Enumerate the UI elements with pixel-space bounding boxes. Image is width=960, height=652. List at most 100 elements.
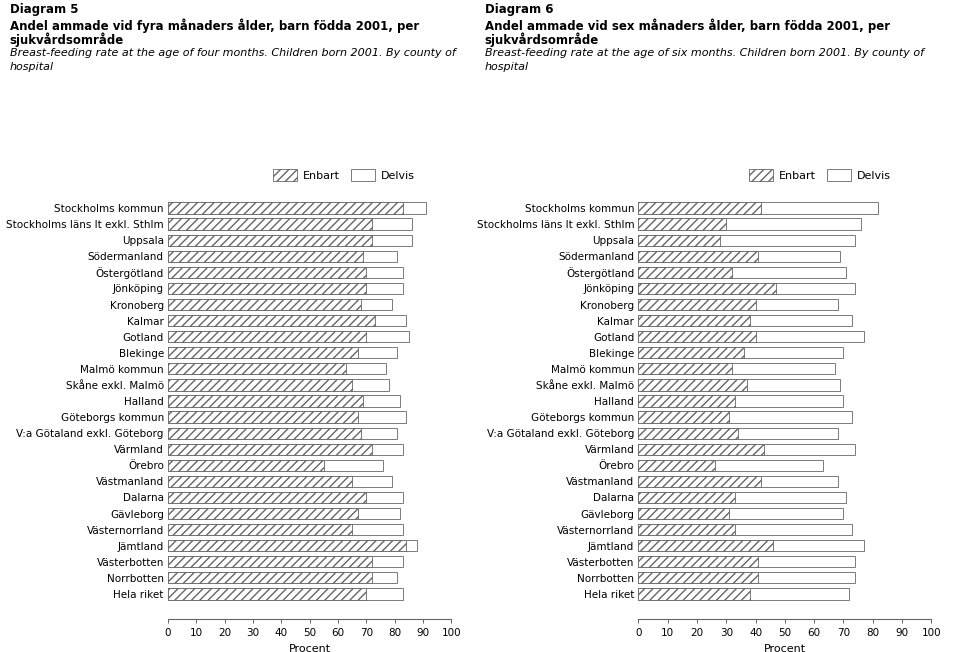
Text: sjukvårdsområde: sjukvårdsområde [10, 33, 124, 47]
Bar [168, 331, 409, 342]
Bar [168, 331, 367, 342]
Bar [638, 235, 720, 246]
Bar [168, 540, 418, 552]
Bar [638, 363, 732, 374]
Bar [638, 508, 730, 519]
Bar [168, 283, 367, 294]
Bar [168, 363, 347, 374]
Bar [638, 524, 735, 535]
Bar [638, 460, 823, 471]
Bar [168, 428, 361, 439]
Bar [638, 347, 744, 359]
Bar [168, 202, 403, 214]
Bar [638, 202, 878, 214]
Bar [168, 379, 352, 391]
Bar [638, 299, 756, 310]
Bar [638, 250, 840, 262]
Bar [638, 267, 732, 278]
Bar [168, 267, 367, 278]
Bar [168, 250, 364, 262]
Bar [638, 540, 773, 552]
Bar [168, 476, 352, 487]
Bar [638, 443, 855, 455]
Bar [638, 443, 764, 455]
Bar [168, 540, 406, 552]
Bar [168, 299, 361, 310]
Bar [168, 588, 367, 600]
Bar [168, 235, 372, 246]
Bar [638, 411, 730, 422]
Bar [168, 460, 383, 471]
Bar [168, 443, 372, 455]
Bar [638, 476, 837, 487]
Bar [638, 283, 855, 294]
Bar [638, 572, 855, 584]
Bar [168, 218, 372, 230]
Bar [638, 428, 738, 439]
Bar [638, 492, 847, 503]
Bar [168, 347, 397, 359]
Bar [168, 428, 397, 439]
Bar [168, 267, 403, 278]
Bar [638, 379, 747, 391]
Bar [168, 315, 406, 326]
Bar [168, 524, 352, 535]
X-axis label: Procent: Procent [289, 644, 330, 652]
Bar [638, 492, 735, 503]
Bar [638, 315, 852, 326]
Bar [168, 395, 400, 407]
Bar [168, 492, 367, 503]
X-axis label: Procent: Procent [764, 644, 805, 652]
Bar [168, 556, 372, 567]
Text: hospital: hospital [485, 62, 529, 72]
Bar [168, 218, 412, 230]
Legend: Enbart, Delvis: Enbart, Delvis [268, 164, 420, 186]
Bar [638, 395, 735, 407]
Bar [638, 202, 761, 214]
Bar [168, 460, 324, 471]
Bar [638, 299, 837, 310]
Bar [638, 379, 840, 391]
Bar [638, 331, 756, 342]
Bar [168, 508, 358, 519]
Bar [638, 428, 837, 439]
Bar [168, 411, 406, 422]
Bar [638, 267, 847, 278]
Bar [168, 572, 397, 584]
Bar [638, 588, 750, 600]
Bar [638, 315, 750, 326]
Legend: Enbart, Delvis: Enbart, Delvis [744, 164, 896, 186]
Bar [638, 508, 843, 519]
Bar [638, 395, 843, 407]
Bar [168, 283, 403, 294]
Bar [168, 524, 403, 535]
Bar [638, 250, 758, 262]
Bar [168, 508, 400, 519]
Bar [168, 556, 403, 567]
Text: Andel ammade vid sex månaders ålder, barn födda 2001, per: Andel ammade vid sex månaders ålder, bar… [485, 18, 890, 33]
Bar [168, 476, 392, 487]
Bar [168, 572, 372, 584]
Bar [638, 572, 758, 584]
Bar [638, 218, 726, 230]
Bar [638, 411, 852, 422]
Text: Diagram 6: Diagram 6 [485, 3, 553, 16]
Text: hospital: hospital [10, 62, 54, 72]
Bar [638, 235, 855, 246]
Bar [168, 202, 425, 214]
Bar [638, 556, 855, 567]
Bar [638, 588, 850, 600]
Bar [168, 235, 412, 246]
Text: sjukvårdsområde: sjukvårdsområde [485, 33, 599, 47]
Bar [168, 250, 397, 262]
Bar [638, 476, 761, 487]
Text: Breast-feeding rate at the age of four months. Children born 2001. By county of: Breast-feeding rate at the age of four m… [10, 48, 455, 58]
Text: Andel ammade vid fyra månaders ålder, barn födda 2001, per: Andel ammade vid fyra månaders ålder, ba… [10, 18, 419, 33]
Text: Breast-feeding rate at the age of six months. Children born 2001. By county of: Breast-feeding rate at the age of six mo… [485, 48, 924, 58]
Bar [168, 299, 392, 310]
Bar [168, 395, 364, 407]
Bar [168, 379, 389, 391]
Bar [638, 556, 758, 567]
Text: Diagram 5: Diagram 5 [10, 3, 78, 16]
Bar [638, 363, 834, 374]
